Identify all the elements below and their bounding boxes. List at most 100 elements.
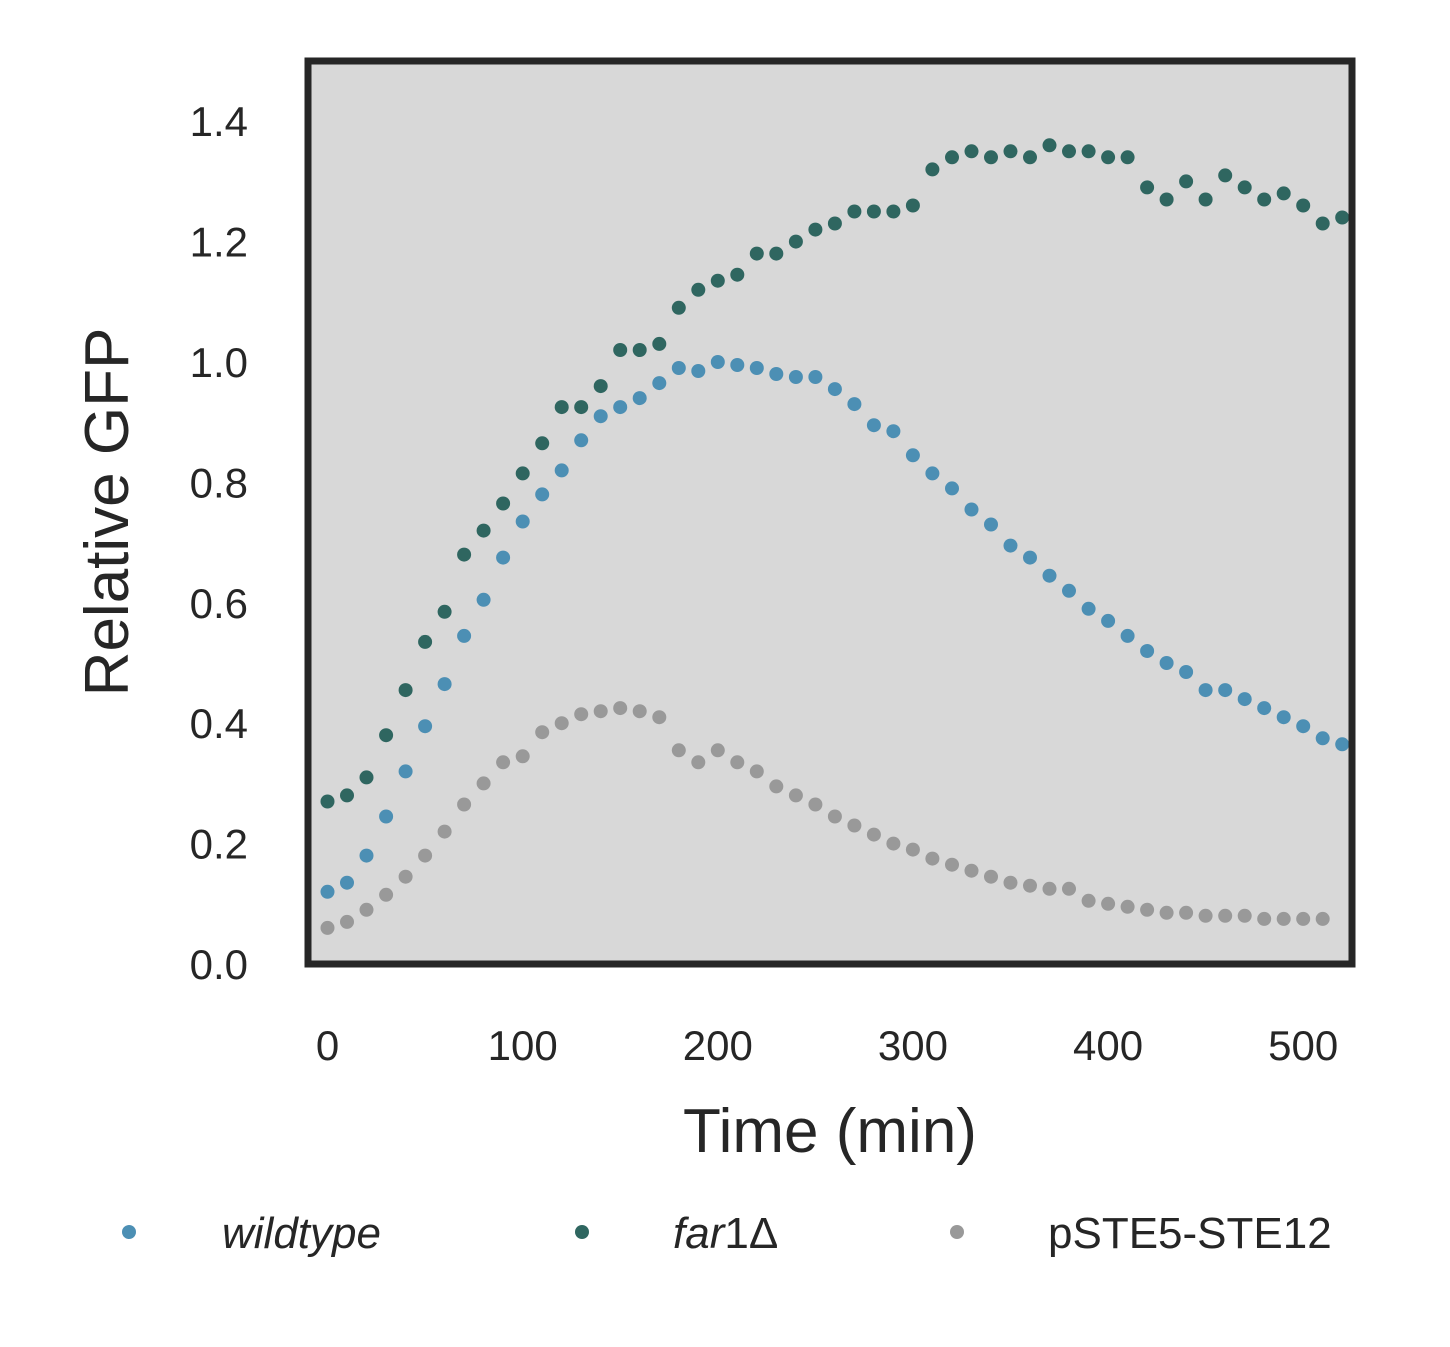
x-tick-label: 400: [1073, 1022, 1143, 1069]
data-point: [847, 204, 862, 219]
data-point: [691, 282, 706, 297]
y-tick-label: 0.2: [190, 821, 248, 868]
data-point: [1237, 180, 1252, 195]
data-point: [1159, 905, 1174, 920]
data-point: [730, 755, 745, 770]
x-tick-label: 200: [683, 1022, 753, 1069]
x-tick-label: 500: [1268, 1022, 1338, 1069]
data-point: [593, 704, 608, 719]
legend-label-pste5-ste12: pSTE5-STE12: [1048, 1209, 1332, 1258]
data-point: [1101, 613, 1116, 628]
data-point: [847, 397, 862, 412]
data-point: [496, 755, 511, 770]
data-point: [1042, 568, 1057, 583]
data-point: [808, 222, 823, 237]
data-point: [476, 523, 491, 538]
data-point: [535, 487, 550, 502]
data-point: [1218, 168, 1233, 183]
data-point: [1296, 198, 1311, 213]
data-point: [476, 776, 491, 791]
data-point: [788, 788, 803, 803]
data-point: [1257, 911, 1272, 926]
data-point: [905, 842, 920, 857]
data-point: [769, 779, 784, 794]
data-point: [340, 788, 354, 803]
data-point: [1179, 905, 1194, 920]
data-point: [984, 869, 998, 884]
data-point: [1042, 881, 1057, 896]
data-point: [1237, 908, 1252, 923]
data-point: [398, 683, 413, 698]
data-point: [535, 725, 550, 740]
data-point: [788, 234, 803, 249]
data-point: [574, 433, 589, 448]
data-point: [1198, 192, 1213, 207]
series-1: [320, 138, 1350, 809]
data-point: [1062, 881, 1076, 896]
data-point: [1315, 731, 1330, 746]
data-point: [515, 514, 530, 529]
data-point: [827, 382, 842, 397]
data-point: [769, 367, 784, 381]
y-tick-label: 1.4: [190, 98, 248, 145]
data-point: [359, 770, 374, 785]
data-point: [1335, 210, 1350, 225]
data-point: [671, 361, 686, 375]
data-point: [476, 592, 491, 607]
data-point: [886, 836, 901, 851]
y-tick-label: 0.4: [190, 700, 248, 747]
data-point: [964, 863, 979, 878]
data-point: [710, 355, 725, 369]
data-point: [359, 848, 374, 863]
data-point: [1120, 150, 1135, 165]
y-tick-label: 1.0: [190, 339, 248, 386]
data-point: [632, 391, 647, 406]
data-point: [749, 361, 764, 375]
data-point: [1003, 875, 1018, 890]
plot-background: [308, 61, 1352, 964]
legend: wildtype far1Δ pSTE5-STE12: [122, 1209, 1332, 1258]
data-point: [808, 797, 823, 812]
data-point: [1003, 538, 1018, 553]
data-point: [1120, 899, 1135, 914]
y-tick-labels: 0.0 0.2 0.4 0.6 0.8 1.0 1.2 1.4: [190, 98, 248, 988]
data-point: [535, 436, 550, 451]
data-point: [847, 818, 862, 833]
data-point: [457, 547, 472, 562]
data-point: [1062, 144, 1076, 159]
data-point: [1062, 583, 1076, 598]
data-point: [905, 448, 920, 463]
legend-label-wildtype: wildtype: [222, 1209, 381, 1258]
data-point: [1198, 908, 1213, 923]
data-point: [593, 379, 608, 394]
data-point: [1179, 665, 1194, 679]
legend-marker-wildtype: [122, 1225, 136, 1239]
data-point: [1023, 878, 1037, 893]
data-point: [749, 246, 764, 261]
data-point: [691, 755, 706, 770]
data-point: [1276, 710, 1291, 725]
data-point: [340, 914, 354, 929]
data-point: [418, 848, 433, 863]
data-point: [1237, 692, 1252, 707]
data-point: [652, 710, 667, 725]
data-point: [554, 400, 569, 415]
data-point: [945, 150, 959, 165]
data-point: [418, 719, 433, 734]
data-point: [769, 246, 784, 261]
legend-marker-pste5-ste12: [950, 1225, 964, 1239]
data-point: [710, 273, 725, 288]
data-point: [964, 502, 979, 517]
data-point: [1315, 216, 1330, 231]
series-layer: [320, 138, 1350, 935]
data-point: [1003, 144, 1018, 159]
data-point: [827, 809, 842, 824]
data-point: [398, 869, 413, 884]
data-point: [945, 481, 959, 496]
data-point: [1257, 192, 1272, 207]
series-0: [320, 355, 1350, 899]
data-point: [554, 716, 569, 731]
legend-label-far1: far1Δ: [673, 1209, 778, 1258]
data-point: [1101, 150, 1116, 165]
data-point: [496, 496, 511, 511]
